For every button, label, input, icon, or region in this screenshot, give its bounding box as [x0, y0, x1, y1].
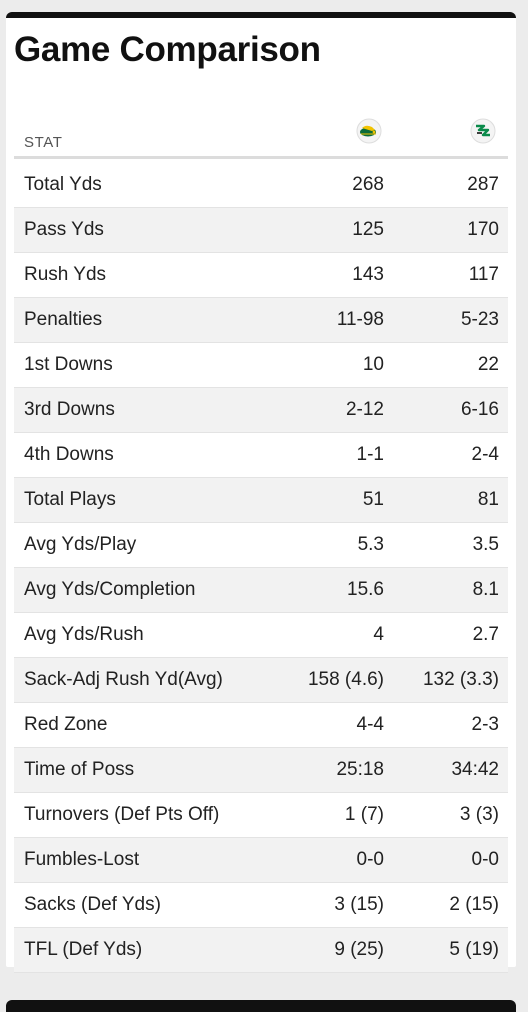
- stat-label: TFL (Def Yds): [24, 939, 143, 960]
- team1-value: 158 (4.6): [307, 669, 384, 690]
- table-row: Total Yds 268 287: [14, 163, 508, 208]
- table-row: Avg Yds/Rush 4 2.7: [14, 613, 508, 658]
- stat-label: Avg Yds/Play: [24, 534, 137, 555]
- table-row: Pass Yds 125 170: [14, 208, 508, 253]
- table-row: Total Plays 51 81: [14, 478, 508, 523]
- stat-label: Turnovers (Def Pts Off): [24, 804, 220, 825]
- team2-value: 2.7: [472, 624, 499, 645]
- stat-column-header: STAT: [24, 134, 63, 151]
- stat-label: Total Yds: [24, 174, 102, 195]
- team2-value: 117: [468, 264, 499, 285]
- team2-value: 22: [477, 354, 499, 375]
- team1-value: 1 (7): [344, 804, 384, 825]
- team2-value: 287: [467, 174, 499, 195]
- table-row: Avg Yds/Completion 15.6 8.1: [14, 568, 508, 613]
- team2-value: 34:42: [451, 759, 499, 780]
- table-row: Sack-Adj Rush Yd(Avg) 158 (4.6) 132 (3.3): [14, 658, 508, 703]
- team1-value: 11-98: [336, 309, 384, 330]
- table-row: Turnovers (Def Pts Off) 1 (7) 3 (3): [14, 793, 508, 838]
- team1-value: 25:18: [336, 759, 384, 780]
- stat-label: Red Zone: [24, 714, 108, 735]
- team1-value: 4: [373, 624, 384, 645]
- team1-value: 5.3: [357, 534, 384, 555]
- team2-value: 8.1: [472, 579, 499, 600]
- team2-value: 5 (19): [449, 939, 499, 960]
- nd-logo-icon: [470, 118, 496, 144]
- team1-value: 4-4: [356, 714, 384, 735]
- table-row: Time of Poss 25:18 34:42: [14, 748, 508, 793]
- stat-label: 3rd Downs: [24, 399, 115, 420]
- team2-value: 81: [477, 489, 499, 510]
- stat-label: Avg Yds/Completion: [24, 579, 196, 600]
- table-row: Red Zone 4-4 2-3: [14, 703, 508, 748]
- team1-value: 0-0: [356, 849, 384, 870]
- table-row: 4th Downs 1-1 2-4: [14, 433, 508, 478]
- stats-table: Total Yds 268 287 Pass Yds 125 170 Rush Yds 143…: [14, 163, 508, 973]
- stat-label: 4th Downs: [24, 444, 114, 465]
- table-row: 1st Downs 10 22: [14, 343, 508, 388]
- table-row: Rush Yds 143 117: [14, 253, 508, 298]
- team1-value: 10: [362, 354, 384, 375]
- team1-value: 268: [352, 174, 384, 195]
- table-row: TFL (Def Yds) 9 (25) 5 (19): [14, 928, 508, 973]
- stat-label: Avg Yds/Rush: [24, 624, 144, 645]
- team2-value: 2-3: [471, 714, 499, 735]
- page-title: Game Comparison: [14, 30, 321, 69]
- stat-label: Time of Poss: [24, 759, 135, 780]
- team2-value: 3.5: [472, 534, 499, 555]
- team2-value: 132 (3.3): [422, 669, 499, 690]
- team2-value: 2 (15): [449, 894, 499, 915]
- team1-value: 2-12: [345, 399, 384, 420]
- team2-value: 170: [467, 219, 499, 240]
- stat-label: Pass Yds: [24, 219, 104, 240]
- game-comparison-card: Game Comparison STAT Total Yds 268 287 Pass…: [6, 12, 516, 973]
- team2-value: 3 (3): [459, 804, 499, 825]
- team1-value: 3 (15): [334, 894, 384, 915]
- table-row: 3rd Downs 2-12 6-16: [14, 388, 508, 433]
- bison-logo-icon: [356, 118, 382, 144]
- table-row: Avg Yds/Play 5.3 3.5: [14, 523, 508, 568]
- team1-value: 9 (25): [334, 939, 384, 960]
- team2-value: 0-0: [471, 849, 499, 870]
- team1-value: 15.6: [347, 579, 384, 600]
- stat-label: Total Plays: [24, 489, 116, 510]
- stat-label: Penalties: [24, 309, 103, 330]
- team1-value: 51: [362, 489, 384, 510]
- stat-label: 1st Downs: [24, 354, 113, 375]
- table-row: Fumbles-Lost 0-0 0-0: [14, 838, 508, 883]
- stat-label: Sack-Adj Rush Yd(Avg): [24, 669, 223, 690]
- table-row: Sacks (Def Yds) 3 (15) 2 (15): [14, 883, 508, 928]
- team2-value: 5-23: [460, 309, 499, 330]
- team1-value: 125: [352, 219, 384, 240]
- table-row: Penalties 11-98 5-23: [14, 298, 508, 343]
- table-header: STAT: [14, 110, 508, 159]
- stat-label: Rush Yds: [24, 264, 107, 285]
- stat-label: Fumbles-Lost: [24, 849, 140, 870]
- team2-value: 2-4: [471, 444, 499, 465]
- next-card-edge: [6, 1000, 516, 1012]
- team2-value: 6-16: [460, 399, 499, 420]
- stat-label: Sacks (Def Yds): [24, 894, 161, 915]
- team1-value: 143: [352, 264, 384, 285]
- team1-value: 1-1: [356, 444, 384, 465]
